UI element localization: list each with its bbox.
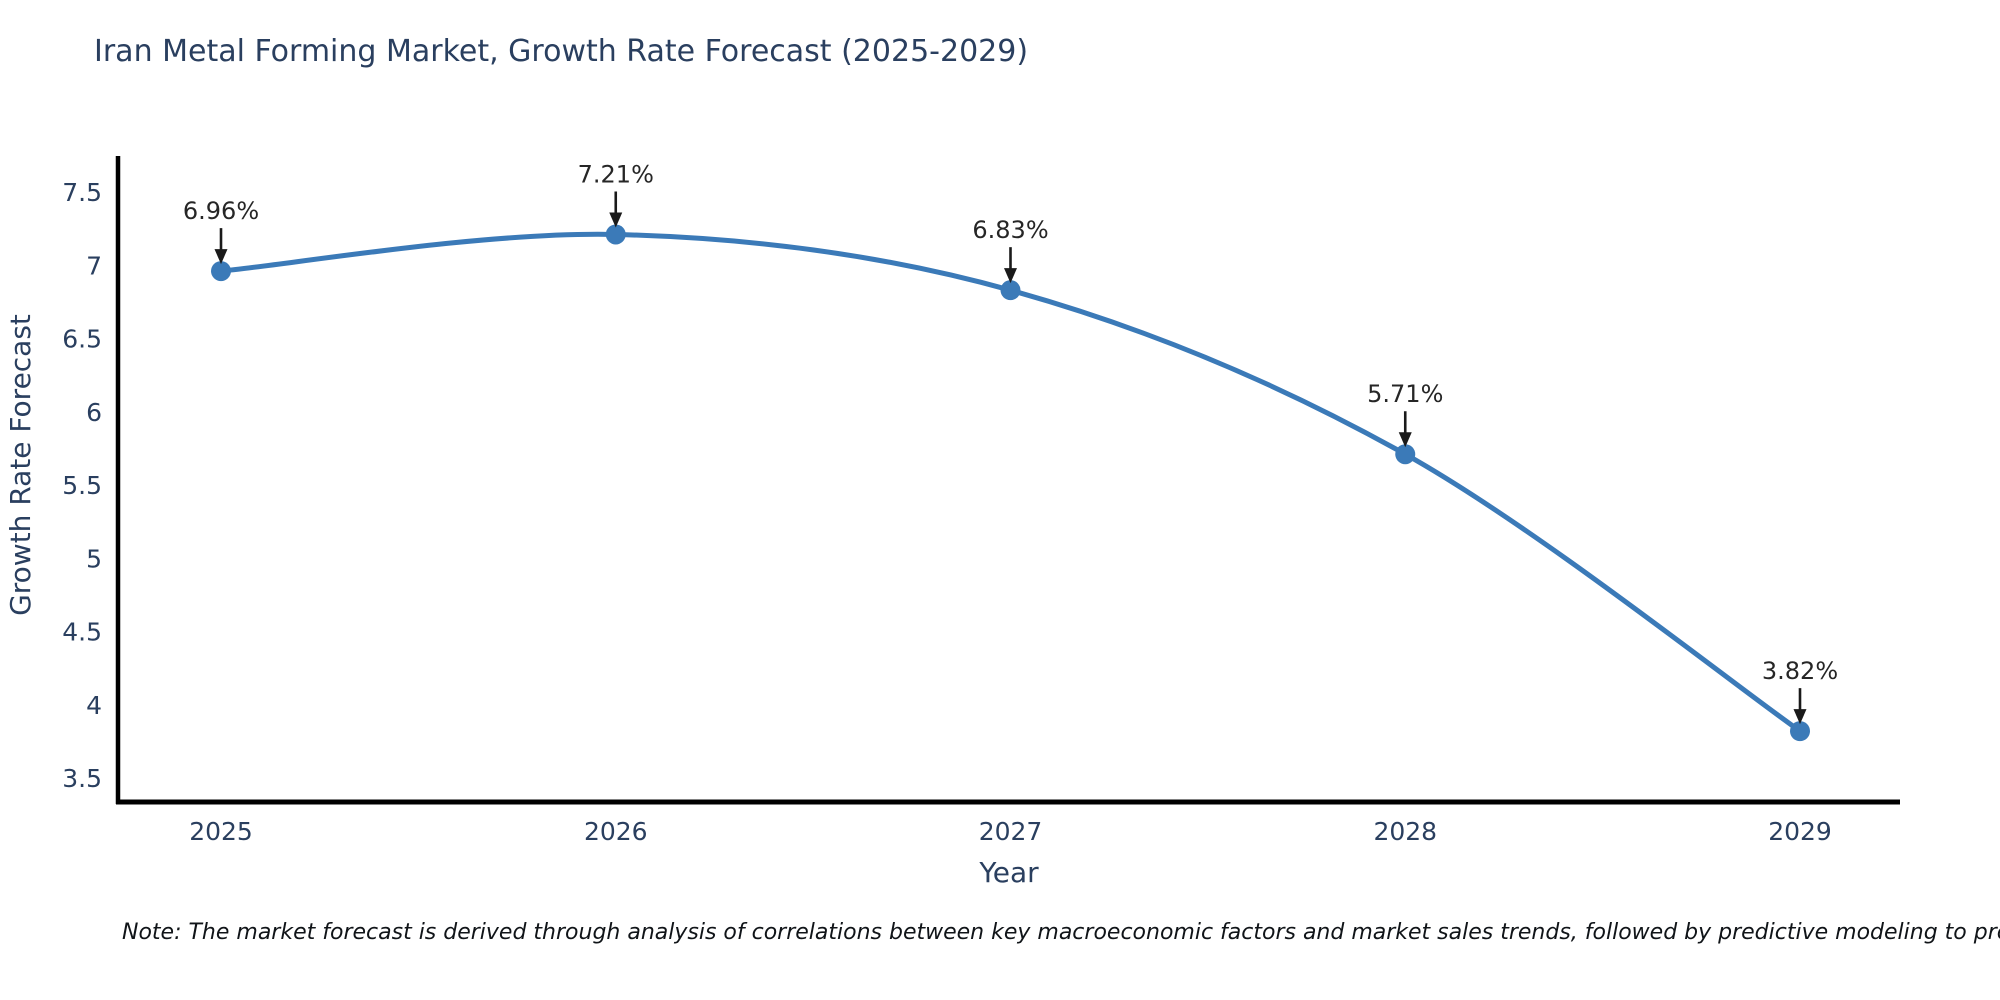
chart-title: Iran Metal Forming Market, Growth Rate F… (94, 34, 1029, 69)
x-axis-title: Year (978, 856, 1039, 889)
y-tick-label: 6 (86, 398, 102, 427)
annotation-arrowhead-icon (214, 249, 228, 265)
annotation-2029: 3.82% (1762, 657, 1838, 725)
y-tick-label: 5.5 (62, 471, 102, 500)
x-tick-label: 2026 (584, 817, 648, 846)
data-point-2029[interactable] (1790, 721, 1810, 742)
annotation-2026: 7.21% (578, 160, 654, 228)
data-point-2028[interactable] (1395, 444, 1416, 465)
y-tick-label: 4 (86, 691, 102, 720)
annotation-arrowhead-icon (1004, 268, 1017, 284)
data-point-2025[interactable] (211, 261, 231, 282)
annotation-layer: 6.96% 7.21% 6.83% 5.71% 3.82% (183, 160, 1838, 725)
series-layer (211, 224, 1810, 742)
axes-layer: 3.5 4 4.5 5 5.5 6 6.5 7 7.5 2025 2026 2027 2028 2029 (62, 156, 1900, 846)
annotation-arrowhead-icon (1793, 709, 1807, 725)
annotation-2025: 6.96% (183, 197, 259, 265)
y-tick-label: 7 (86, 251, 102, 280)
x-tick-label: 2025 (189, 817, 253, 846)
annotation-label: 6.96% (183, 197, 259, 225)
y-axis-title: Growth Rate Forecast (4, 314, 37, 616)
y-tick-label: 4.5 (62, 618, 102, 647)
annotation-2028: 5.71% (1367, 380, 1443, 448)
annotation-arrowhead-icon (1398, 432, 1412, 448)
annotation-label: 3.82% (1762, 657, 1838, 685)
x-tick-label: 2027 (979, 817, 1043, 846)
y-tick-label: 3.5 (62, 764, 102, 793)
annotation-2027: 6.83% (972, 216, 1049, 284)
annotation-label: 6.83% (972, 216, 1048, 244)
annotation-arrowhead-icon (609, 212, 623, 228)
x-tick-label: 2028 (1373, 817, 1437, 846)
x-tick-label: 2029 (1768, 817, 1832, 846)
annotation-label: 5.71% (1367, 380, 1443, 408)
y-tick-label: 6.5 (62, 325, 102, 354)
data-point-2026[interactable] (605, 224, 626, 245)
annotation-label: 7.21% (578, 160, 654, 188)
y-tick-label: 5 (86, 544, 102, 573)
forecast-line (218, 231, 1803, 734)
y-tick-label: 7.5 (62, 178, 102, 207)
chart-footnote: Note: The market forecast is derived thr… (122, 920, 2000, 945)
data-point-2027[interactable] (1000, 280, 1021, 301)
